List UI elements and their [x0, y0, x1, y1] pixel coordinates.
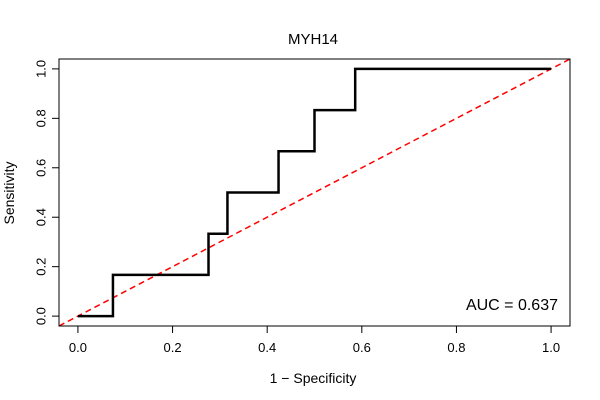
auc-annotation: AUC = 0.637 [466, 297, 558, 314]
chart-title: MYH14 [288, 31, 338, 48]
x-axis: 0.0 0.2 0.4 0.6 0.8 1.0 [69, 325, 560, 355]
y-tick-label: 0.0 [34, 307, 49, 325]
x-tick-label: 0.0 [69, 340, 87, 355]
plot-lines [58, 58, 571, 327]
y-tick-label: 0.4 [34, 208, 49, 226]
x-tick-label: 0.8 [447, 340, 465, 355]
y-tick-label: 0.6 [34, 159, 49, 177]
x-tick-label: 0.6 [353, 340, 371, 355]
y-tick-label: 0.2 [34, 258, 49, 276]
y-tick-label: 0.8 [34, 109, 49, 127]
chance-diagonal-line [58, 58, 571, 327]
y-axis: 0.0 0.2 0.4 0.6 0.8 1.0 [34, 60, 60, 325]
x-tick-label: 0.4 [258, 340, 276, 355]
y-axis-label: Sensitivity [1, 161, 17, 224]
roc-curve-line [77, 67, 552, 318]
x-tick-label: 1.0 [542, 340, 560, 355]
x-tick-label: 0.2 [164, 340, 182, 355]
y-tick-label: 1.0 [34, 60, 49, 78]
x-axis-label: 1 − Specificity [270, 370, 357, 386]
